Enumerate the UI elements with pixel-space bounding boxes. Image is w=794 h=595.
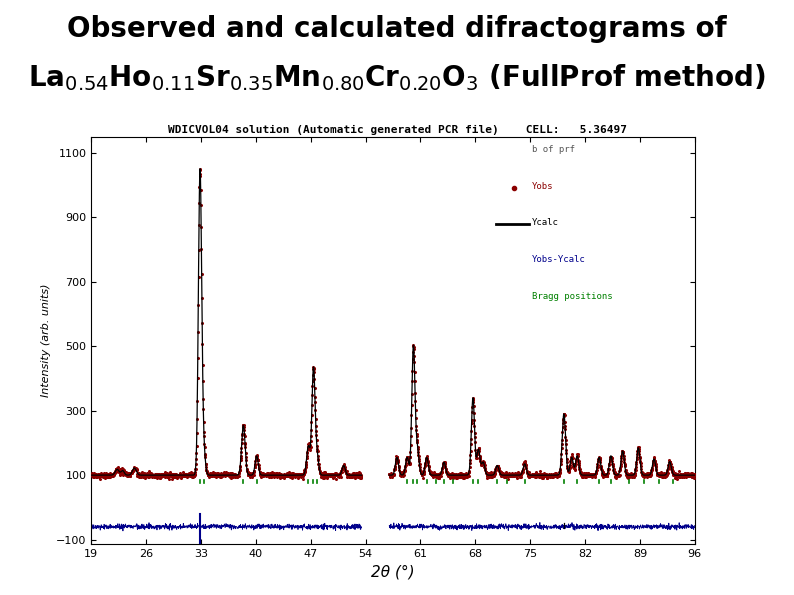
Text: La$_{0.54}$Ho$_{0.11}$Sr$_{0.35}$Mn$_{0.80}$Cr$_{0.20}$O$_3$ (FullProf method): La$_{0.54}$Ho$_{0.11}$Sr$_{0.35}$Mn$_{0.… — [28, 62, 766, 93]
Text: Yobs-Ycalc: Yobs-Ycalc — [532, 255, 585, 264]
Text: Observed and calculated difractograms of: Observed and calculated difractograms of — [67, 15, 727, 43]
Text: WDICVOL04 solution (Automatic generated PCR file)    CELL:   5.36497: WDICVOL04 solution (Automatic generated … — [168, 125, 626, 135]
X-axis label: 2θ (°): 2θ (°) — [372, 565, 414, 580]
Text: Yobs: Yobs — [532, 181, 553, 190]
Y-axis label: Intensity (arb. units): Intensity (arb. units) — [40, 284, 51, 397]
Text: Ycalc: Ycalc — [532, 218, 559, 227]
Text: Bragg positions: Bragg positions — [532, 292, 612, 300]
Text: b of prf: b of prf — [532, 145, 575, 154]
